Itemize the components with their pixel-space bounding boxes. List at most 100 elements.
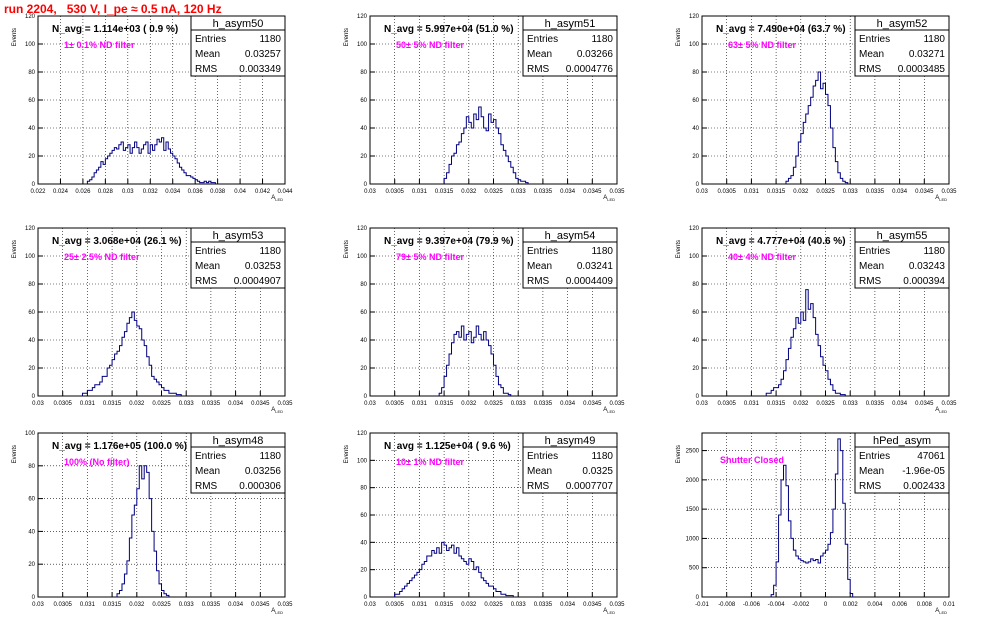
- stats-value: 0.03253: [245, 261, 282, 272]
- histogram-series: [765, 289, 846, 396]
- stats-label: RMS: [195, 276, 218, 287]
- x-tick-label: 0.032: [793, 401, 809, 407]
- filter-label: 10± 1% ND filter: [396, 457, 464, 467]
- histogram-series: [770, 438, 854, 597]
- y-tick-label: 100: [689, 254, 700, 260]
- y-tick-label: 20: [692, 154, 699, 160]
- stats-label: Entries: [527, 451, 558, 462]
- y-tick-label: 40: [28, 126, 35, 132]
- x-axis-label: ALED: [935, 608, 947, 615]
- x-tick-label: 0.042: [255, 189, 271, 195]
- y-tick-label: 120: [689, 14, 700, 20]
- y-tick-label: 60: [360, 98, 367, 104]
- stats-box: [522, 241, 618, 289]
- x-tick-label: 0.026: [75, 189, 91, 195]
- stats-box: [854, 29, 950, 77]
- y-tick-label: 80: [692, 282, 699, 288]
- x-tick-label: 0.034: [228, 401, 244, 407]
- stats-value: 0.0004907: [234, 276, 282, 287]
- navg-label: N_avg = 7.490e+04 (63.7 %): [716, 24, 846, 35]
- y-tick-label: 1500: [686, 507, 700, 513]
- x-axis-label: ALED: [603, 608, 615, 615]
- x-tick-label: 0.031: [744, 189, 760, 195]
- stats-value: 0.0007707: [566, 481, 614, 492]
- x-tick-label: 0.0345: [915, 401, 934, 407]
- stats-label: Mean: [195, 466, 220, 477]
- stats-value: 1180: [259, 451, 281, 462]
- y-tick-label: 60: [692, 98, 699, 104]
- y-tick-label: 20: [360, 154, 367, 160]
- stats-histogram-name: h_asym50: [213, 18, 264, 30]
- stats-value: 1180: [259, 246, 281, 257]
- x-tick-label: 0.034: [560, 189, 576, 195]
- y-axis-label: Events: [12, 28, 18, 46]
- y-tick-label: 0: [364, 595, 368, 601]
- y-tick-label: 20: [360, 366, 367, 372]
- x-tick-label: 0.033: [843, 401, 859, 407]
- x-tick-label: 0.008: [917, 602, 933, 608]
- x-tick-label: -0.006: [743, 602, 761, 608]
- y-tick-label: 40: [28, 338, 35, 344]
- x-tick-label: 0.0305: [386, 602, 405, 608]
- histogram-series: [86, 137, 216, 184]
- stats-label: RMS: [527, 64, 550, 75]
- stats-label: RMS: [527, 481, 550, 492]
- x-tick-label: 0.0325: [484, 189, 503, 195]
- y-tick-label: 20: [28, 154, 35, 160]
- y-tick-label: 0: [32, 394, 36, 400]
- y-axis-label: Events: [344, 240, 350, 258]
- stats-label: Entries: [195, 451, 226, 462]
- x-tick-label: 0.0305: [54, 602, 73, 608]
- x-tick-label: 0: [824, 602, 828, 608]
- stats-label: RMS: [859, 481, 882, 492]
- x-tick-label: 0.006: [892, 602, 908, 608]
- y-tick-label: 120: [357, 14, 368, 20]
- stats-histogram-name: hPed_asym: [873, 435, 931, 447]
- y-tick-label: 100: [689, 42, 700, 48]
- stats-label: Mean: [859, 261, 884, 272]
- x-tick-label: 0.0335: [534, 602, 553, 608]
- stats-histogram-name: h_asym48: [213, 435, 264, 447]
- stats-value: 1180: [591, 34, 613, 45]
- x-tick-label: 0.036: [188, 189, 204, 195]
- x-tick-label: 0.031: [412, 602, 428, 608]
- x-tick-label: 0.038: [210, 189, 226, 195]
- filter-label: 79± 5% ND filter: [396, 252, 464, 262]
- stats-value: 0.002433: [903, 481, 945, 492]
- y-tick-label: 120: [25, 14, 36, 20]
- y-tick-label: 0: [364, 394, 368, 400]
- x-tick-label: 0.0335: [866, 401, 885, 407]
- x-tick-label: 0.031: [412, 401, 428, 407]
- stats-box: [854, 446, 950, 494]
- x-tick-label: 0.035: [277, 401, 293, 407]
- navg-label: N_avg = 1.176e+05 (100.0 %): [52, 441, 187, 452]
- x-tick-label: 0.0315: [103, 602, 122, 608]
- filter-label: 40± 4% ND filter: [728, 252, 796, 262]
- y-tick-label: 120: [357, 226, 368, 232]
- y-tick-label: 0: [696, 595, 700, 601]
- x-tick-label: 0.033: [511, 401, 527, 407]
- x-tick-label: 0.032: [129, 602, 145, 608]
- x-tick-label: 0.0325: [484, 602, 503, 608]
- x-tick-label: 0.034: [228, 602, 244, 608]
- x-tick-label: -0.01: [695, 602, 709, 608]
- y-tick-label: 60: [360, 310, 367, 316]
- x-tick-label: 0.028: [98, 189, 114, 195]
- filter-label: 25± 2.5% ND filter: [64, 252, 140, 262]
- navg-label: N_avg = 4.777e+04 (40.6 %): [716, 236, 846, 247]
- stats-label: RMS: [527, 276, 550, 287]
- y-tick-label: 80: [692, 70, 699, 76]
- stats-histogram-name: h_asym54: [545, 230, 596, 242]
- x-tick-label: 0.0345: [251, 602, 270, 608]
- filter-label: 1± 0.1% ND filter: [64, 40, 135, 50]
- y-axis-label: Events: [12, 240, 18, 258]
- y-tick-label: 80: [28, 282, 35, 288]
- stats-histogram-name: h_asym52: [877, 18, 928, 30]
- x-tick-label: 0.031: [80, 401, 96, 407]
- stats-label: Entries: [859, 451, 890, 462]
- stats-value: 0.03271: [909, 49, 946, 60]
- stats-value: 0.0003485: [898, 64, 946, 75]
- x-axis-label: ALED: [271, 195, 283, 202]
- stats-box: [522, 29, 618, 77]
- x-tick-label: 0.034: [892, 401, 908, 407]
